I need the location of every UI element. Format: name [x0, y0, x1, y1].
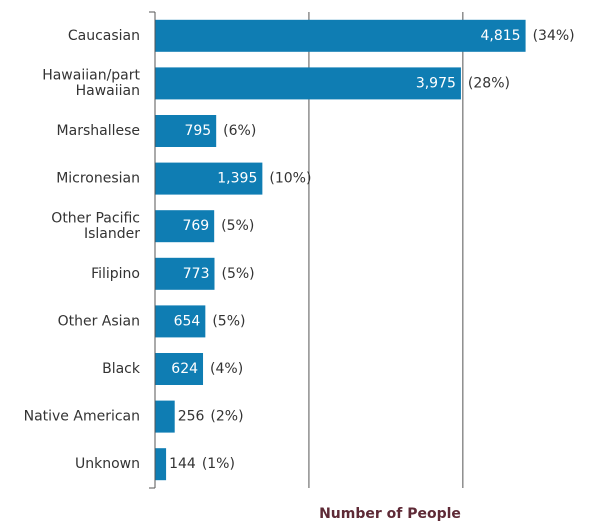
y-tick-label: Unknown [75, 456, 140, 472]
value-label: 144 [169, 456, 196, 472]
value-label: 795 [184, 123, 211, 139]
y-tick-label: Caucasian [68, 28, 140, 44]
y-tick-label: Other Pacific Islander [51, 211, 140, 242]
bar [155, 210, 215, 243]
share-label: (5%) [212, 313, 245, 329]
y-tick-label: Micronesian [56, 171, 140, 187]
y-tick-label: Black [102, 361, 141, 377]
bar [155, 353, 204, 385]
value-label: 4,815 [480, 28, 520, 44]
share-label: (6%) [223, 123, 256, 139]
y-tick-label: Native American [24, 409, 140, 425]
share-label: (1%) [202, 456, 235, 472]
value-label: 3,975 [416, 75, 456, 91]
bar [155, 162, 263, 195]
share-label: (4%) [210, 361, 243, 377]
x-axis-label: Number of People [319, 506, 461, 522]
share-label: (5%) [221, 218, 254, 234]
bar [155, 115, 217, 147]
bar [155, 67, 461, 100]
bar [155, 305, 206, 338]
share-label: (34%) [533, 28, 575, 44]
share-label: (28%) [468, 75, 510, 91]
y-tick-label: Hawaiian/part Hawaiian [42, 68, 140, 99]
value-label: 654 [174, 313, 201, 329]
share-label: (2%) [210, 409, 243, 425]
share-label: (10%) [269, 171, 311, 187]
bar [155, 400, 175, 433]
value-label: 773 [183, 266, 210, 282]
value-label: 1,395 [217, 171, 257, 187]
y-tick-label: Marshallese [57, 123, 140, 139]
bar [155, 19, 526, 52]
y-tick-label: Other Asian [58, 313, 140, 329]
bar [155, 257, 215, 290]
share-label: (5%) [221, 266, 254, 282]
bar [155, 448, 167, 481]
value-label: 769 [182, 218, 209, 234]
y-tick-label: Filipino [91, 266, 140, 282]
value-label: 256 [178, 409, 205, 425]
value-label: 624 [171, 361, 198, 377]
